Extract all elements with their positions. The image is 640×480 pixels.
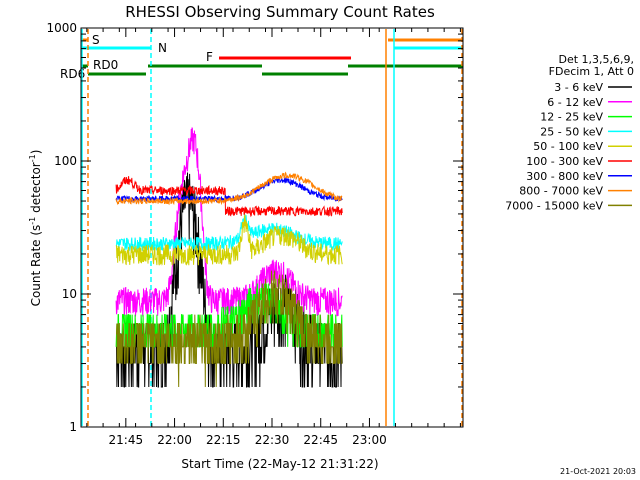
y-axis-label: Count Rate (s-1 detector-1) xyxy=(28,150,43,307)
flag-label-n: N xyxy=(158,41,167,55)
event-lines xyxy=(81,29,463,426)
x-tick-label: 22:15 xyxy=(206,433,241,447)
y-axis-label-sup2: -1 xyxy=(28,154,37,162)
legend-label: 7000 - 15000 keV xyxy=(505,199,603,212)
y-axis-label-sup1: -1 xyxy=(28,217,37,225)
axis-ticks: 21:45 22:00 22:15 22:30 22:45 23:00 1 10 100 1000 xyxy=(46,21,463,447)
legend-label: 100 - 300 keV xyxy=(526,155,603,168)
y-axis-label-end: ) xyxy=(29,150,43,155)
flag-label-s: S xyxy=(92,33,100,47)
y-tick-label: 1000 xyxy=(46,21,77,35)
y-tick-label: 10 xyxy=(62,287,77,301)
flag-bars: S N F RD0 RD6 xyxy=(60,33,463,81)
series-line-6-12-keV xyxy=(115,127,343,317)
legend-label: 50 - 100 keV xyxy=(533,140,603,153)
y-axis-label-main: Count Rate (s xyxy=(29,225,43,307)
series-line-50-100-keV xyxy=(115,214,343,266)
legend: Det 1,3,5,6,9,FDecim 1, Att 0 3 - 6 keV 6 … xyxy=(505,53,634,212)
y-tick-label: 1 xyxy=(69,420,77,434)
y-axis-label-mid: detector xyxy=(29,162,43,217)
legend-label: 3 - 6 keV xyxy=(554,81,603,94)
legend-label: 12 - 25 keV xyxy=(540,111,603,124)
x-axis-label: Start Time (22-May-12 21:31:22) xyxy=(181,457,378,471)
legend-label: 300 - 800 keV xyxy=(526,170,603,183)
x-tick-label: 21:45 xyxy=(109,433,144,447)
legend-header: FDecim 1, Att 0 xyxy=(549,65,634,78)
x-tick-label: 22:30 xyxy=(255,433,290,447)
legend-label: 25 - 50 keV xyxy=(540,125,603,138)
x-tick-label: 23:00 xyxy=(352,433,387,447)
chart-title: RHESSI Observing Summary Count Rates xyxy=(125,3,435,21)
series-group xyxy=(115,127,343,388)
flag-label-rd6: RD6 xyxy=(60,67,85,81)
legend-header: Det 1,3,5,6,9, xyxy=(558,53,634,66)
footer-timestamp: 21-Oct-2021 20:03 xyxy=(560,467,636,476)
x-tick-label: 22:45 xyxy=(303,433,338,447)
series-line-100-300-keV xyxy=(115,176,343,218)
flag-label-rd0: RD0 xyxy=(93,58,118,72)
legend-label: 800 - 7000 keV xyxy=(519,185,603,198)
y-tick-label: 100 xyxy=(54,154,77,168)
x-tick-label: 22:00 xyxy=(157,433,192,447)
flag-label-f: F xyxy=(206,50,213,64)
series-line-7000-15000-keV xyxy=(116,270,343,388)
series-line-800-7000-keV xyxy=(115,171,343,206)
legend-label: 6 - 12 keV xyxy=(547,96,603,109)
